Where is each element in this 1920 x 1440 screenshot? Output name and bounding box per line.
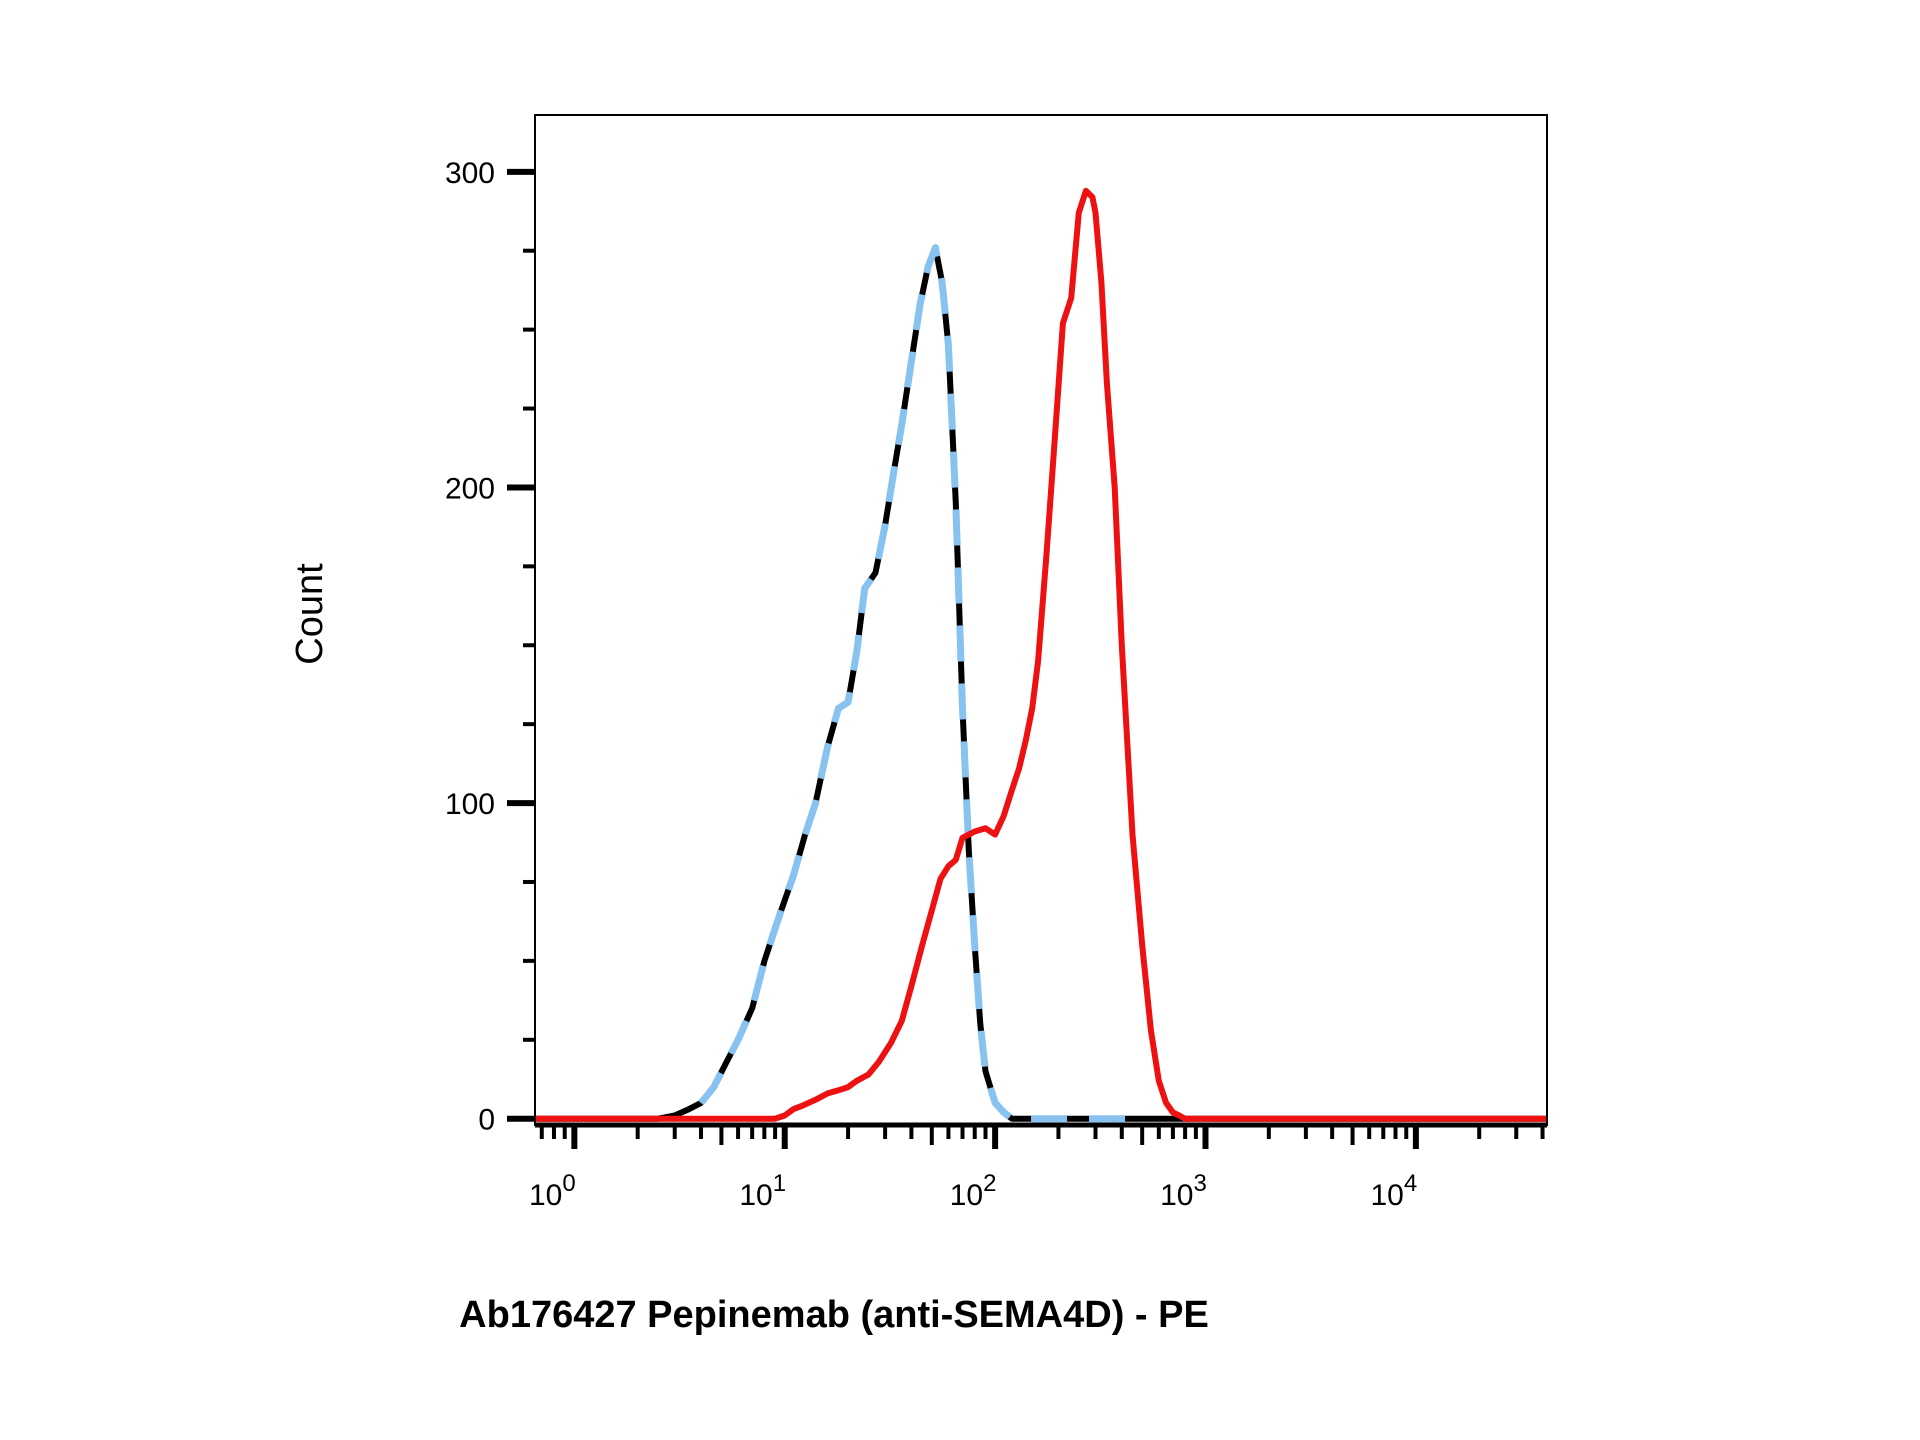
x-axis-label: Ab176427 Pepinemab (anti-SEMA4D) - PE [459, 1294, 1209, 1336]
y-axis: 0 100 200 300 [445, 157, 535, 1137]
series-line-2 [698, 244, 1143, 1123]
series-line-3 [535, 187, 1547, 1122]
y-axis-label: Count [289, 563, 331, 665]
series-line-1 [535, 244, 1547, 1122]
y-tick-label: 100 [445, 788, 495, 821]
y-tick-label: 300 [445, 157, 495, 190]
x-tick-label: 101 [739, 1170, 786, 1212]
y-tick-label: 0 [478, 1104, 495, 1137]
y-tick-label: 200 [445, 472, 495, 505]
series-layer [535, 187, 1547, 1123]
x-tick-label: 103 [1160, 1170, 1207, 1212]
x-tick-label: 102 [950, 1170, 997, 1212]
x-tick-label: 100 [529, 1170, 576, 1212]
x-tick-label: 104 [1371, 1170, 1418, 1212]
x-axis: 100 101 102 103 104 [529, 1122, 1547, 1212]
